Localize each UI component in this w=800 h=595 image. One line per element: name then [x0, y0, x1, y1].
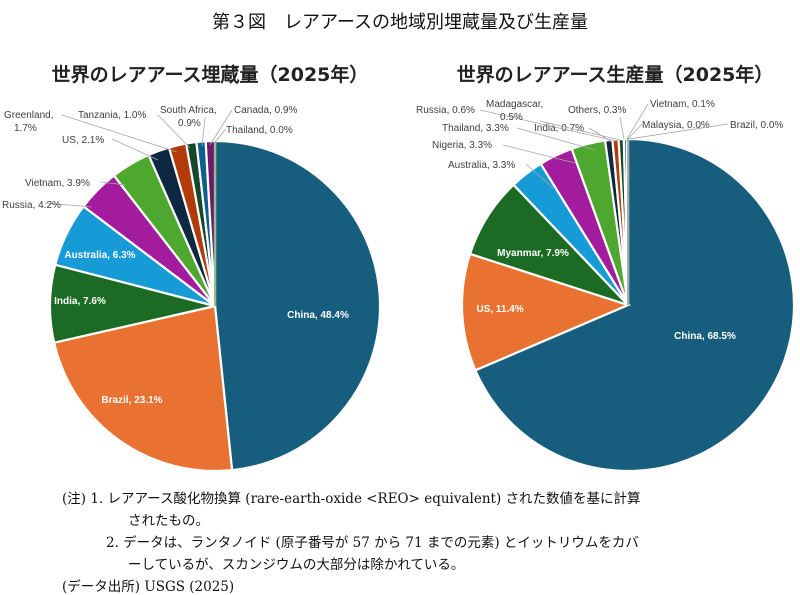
- production-leader-vietnam: [626, 103, 649, 140]
- production-leader-malaysia: [627, 123, 643, 140]
- reserves-label-canada: Canada, 0.9%: [234, 105, 297, 116]
- reserves-leader-vietnam: [99, 181, 127, 186]
- reserves-label-thailand: Thailand, 0.0%: [226, 125, 293, 136]
- production-leader-australia: [525, 163, 554, 189]
- reserves-leader-thailand: [214, 128, 227, 143]
- production-chart-title: 世界のレアアース生産量（2025年）: [456, 64, 774, 86]
- note-2: 2. データは、ランタノイド (原子番号が 57 から 71 までの元素) とイ…: [106, 535, 639, 551]
- production-leader-nigeria: [502, 144, 576, 164]
- reserves-label-australia: Australia, 6.3%: [64, 250, 135, 261]
- production-label-vietnam: Vietnam, 0.1%: [650, 99, 715, 110]
- production-label-brazil: Brazil, 0.0%: [730, 120, 783, 131]
- note-2-continued: ーしているが、スカンジウムの大部分は除かれている。: [128, 557, 465, 573]
- reserves-label-greenland: Greenland, 1.7%: [4, 110, 53, 134]
- reserves-slice-brazil: [52, 304, 234, 473]
- production-label-malaysia: Malaysia, 0.0%: [642, 120, 710, 131]
- production-leader-thailand: [516, 127, 596, 151]
- reserves-label-us: US, 2.1%: [62, 135, 104, 146]
- reserves-leader-russia: [44, 202, 93, 208]
- reserves-label-russia: Russia, 4.2%: [2, 200, 61, 211]
- reserves-leader-tanzania: [157, 114, 191, 149]
- production-label-india: India, 0.7%: [534, 123, 584, 134]
- reserves-label-brazil: Brazil, 23.1%: [101, 395, 162, 406]
- production-label-thailand: Thailand, 3.3%: [442, 123, 509, 134]
- notes-block: (注) 1. レアアース酸化物換算 (rare-earth-oxide <REO…: [62, 488, 782, 595]
- pie-charts-canvas: China, 48.4% Brazil, 23.1% India, 7.6% Aust…: [2, 99, 796, 473]
- production-label-others: Others, 0.3%: [568, 105, 626, 116]
- reserves-leader-us: [111, 138, 159, 161]
- reserves-label-vietnam: Vietnam, 3.9%: [25, 178, 90, 189]
- reserves-leader-canada: [209, 109, 233, 146]
- production-label-china: China, 68.5%: [674, 331, 736, 342]
- reserves-slice-china: [213, 139, 382, 472]
- reserves-label-south-africa: South Africa, 0.9%: [160, 105, 217, 129]
- data-source: (データ出所) USGS (2025): [62, 579, 235, 595]
- note-1-continued: されたもの。: [128, 513, 209, 529]
- production-leader-others: [619, 116, 625, 140]
- reserves-label-india: India, 7.6%: [54, 296, 106, 307]
- production-label-myanmar: Myanmar, 7.9%: [497, 248, 569, 259]
- figure-title: 第３図 レアアースの地域別埋蔵量及び生産量: [211, 12, 589, 33]
- production-leader-madagascar: [539, 120, 621, 141]
- production-label-us: US, 11.4%: [476, 304, 523, 315]
- production-leader-russia: [479, 109, 617, 142]
- production-slice-china: [473, 137, 796, 473]
- production-label-russia: Russia, 0.6%: [416, 105, 475, 116]
- production-label-nigeria: Nigeria, 3.3%: [432, 140, 492, 151]
- note-1: (注) 1. レアアース酸化物換算 (rare-earth-oxide <REO…: [62, 491, 641, 507]
- production-label-madagascar: Madagascar, 0.5%: [486, 99, 543, 123]
- reserves-chart-title: 世界のレアアース埋蔵量（2025年）: [51, 64, 369, 86]
- production-slice-us: [460, 252, 632, 372]
- reserves-leader-south-africa: [201, 117, 206, 147]
- production-leader-brazil: [628, 123, 729, 140]
- production-label-australia: Australia, 3.3%: [448, 160, 515, 171]
- reserves-label-tanzania: Tanzania, 1.0%: [78, 110, 146, 121]
- reserves-leader-greenland: [61, 114, 178, 153]
- reserves-label-china: China, 48.4%: [287, 310, 349, 321]
